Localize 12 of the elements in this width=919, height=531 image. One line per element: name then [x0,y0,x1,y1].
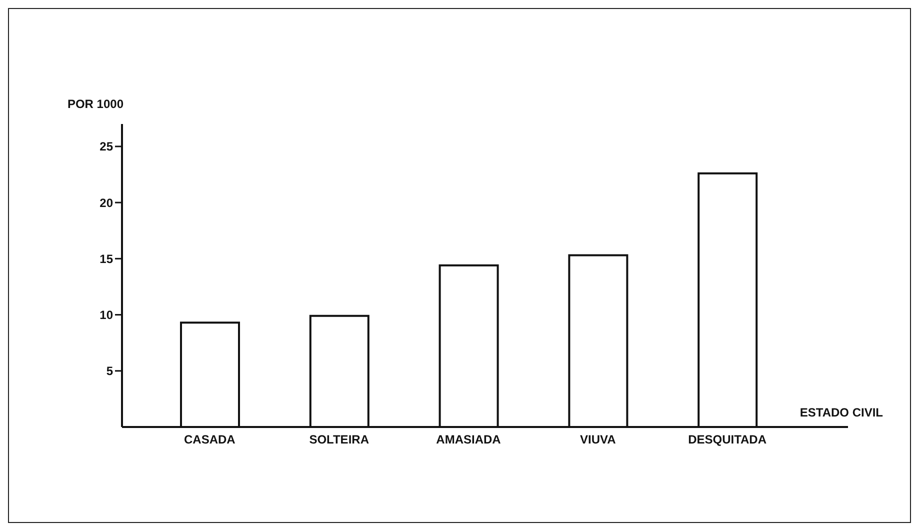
y-tick-label: 5 [106,364,114,378]
y-tick-label: 25 [100,140,114,154]
x-axis-title: ESTADO CIVIL [800,406,883,420]
y-tick-label: 15 [100,252,114,266]
y-tick-label: 20 [100,196,114,210]
x-tick-label: AMASIADA [436,432,502,447]
x-tick-label: SOLTEIRA [309,432,370,447]
x-tick-label: DESQUITADA [688,432,767,447]
y-axis-title: POR 1000 [67,97,124,111]
x-tick-label: CASADA [184,432,236,447]
y-tick-label: 10 [100,308,114,322]
x-tick-label: VIUVA [580,432,616,447]
